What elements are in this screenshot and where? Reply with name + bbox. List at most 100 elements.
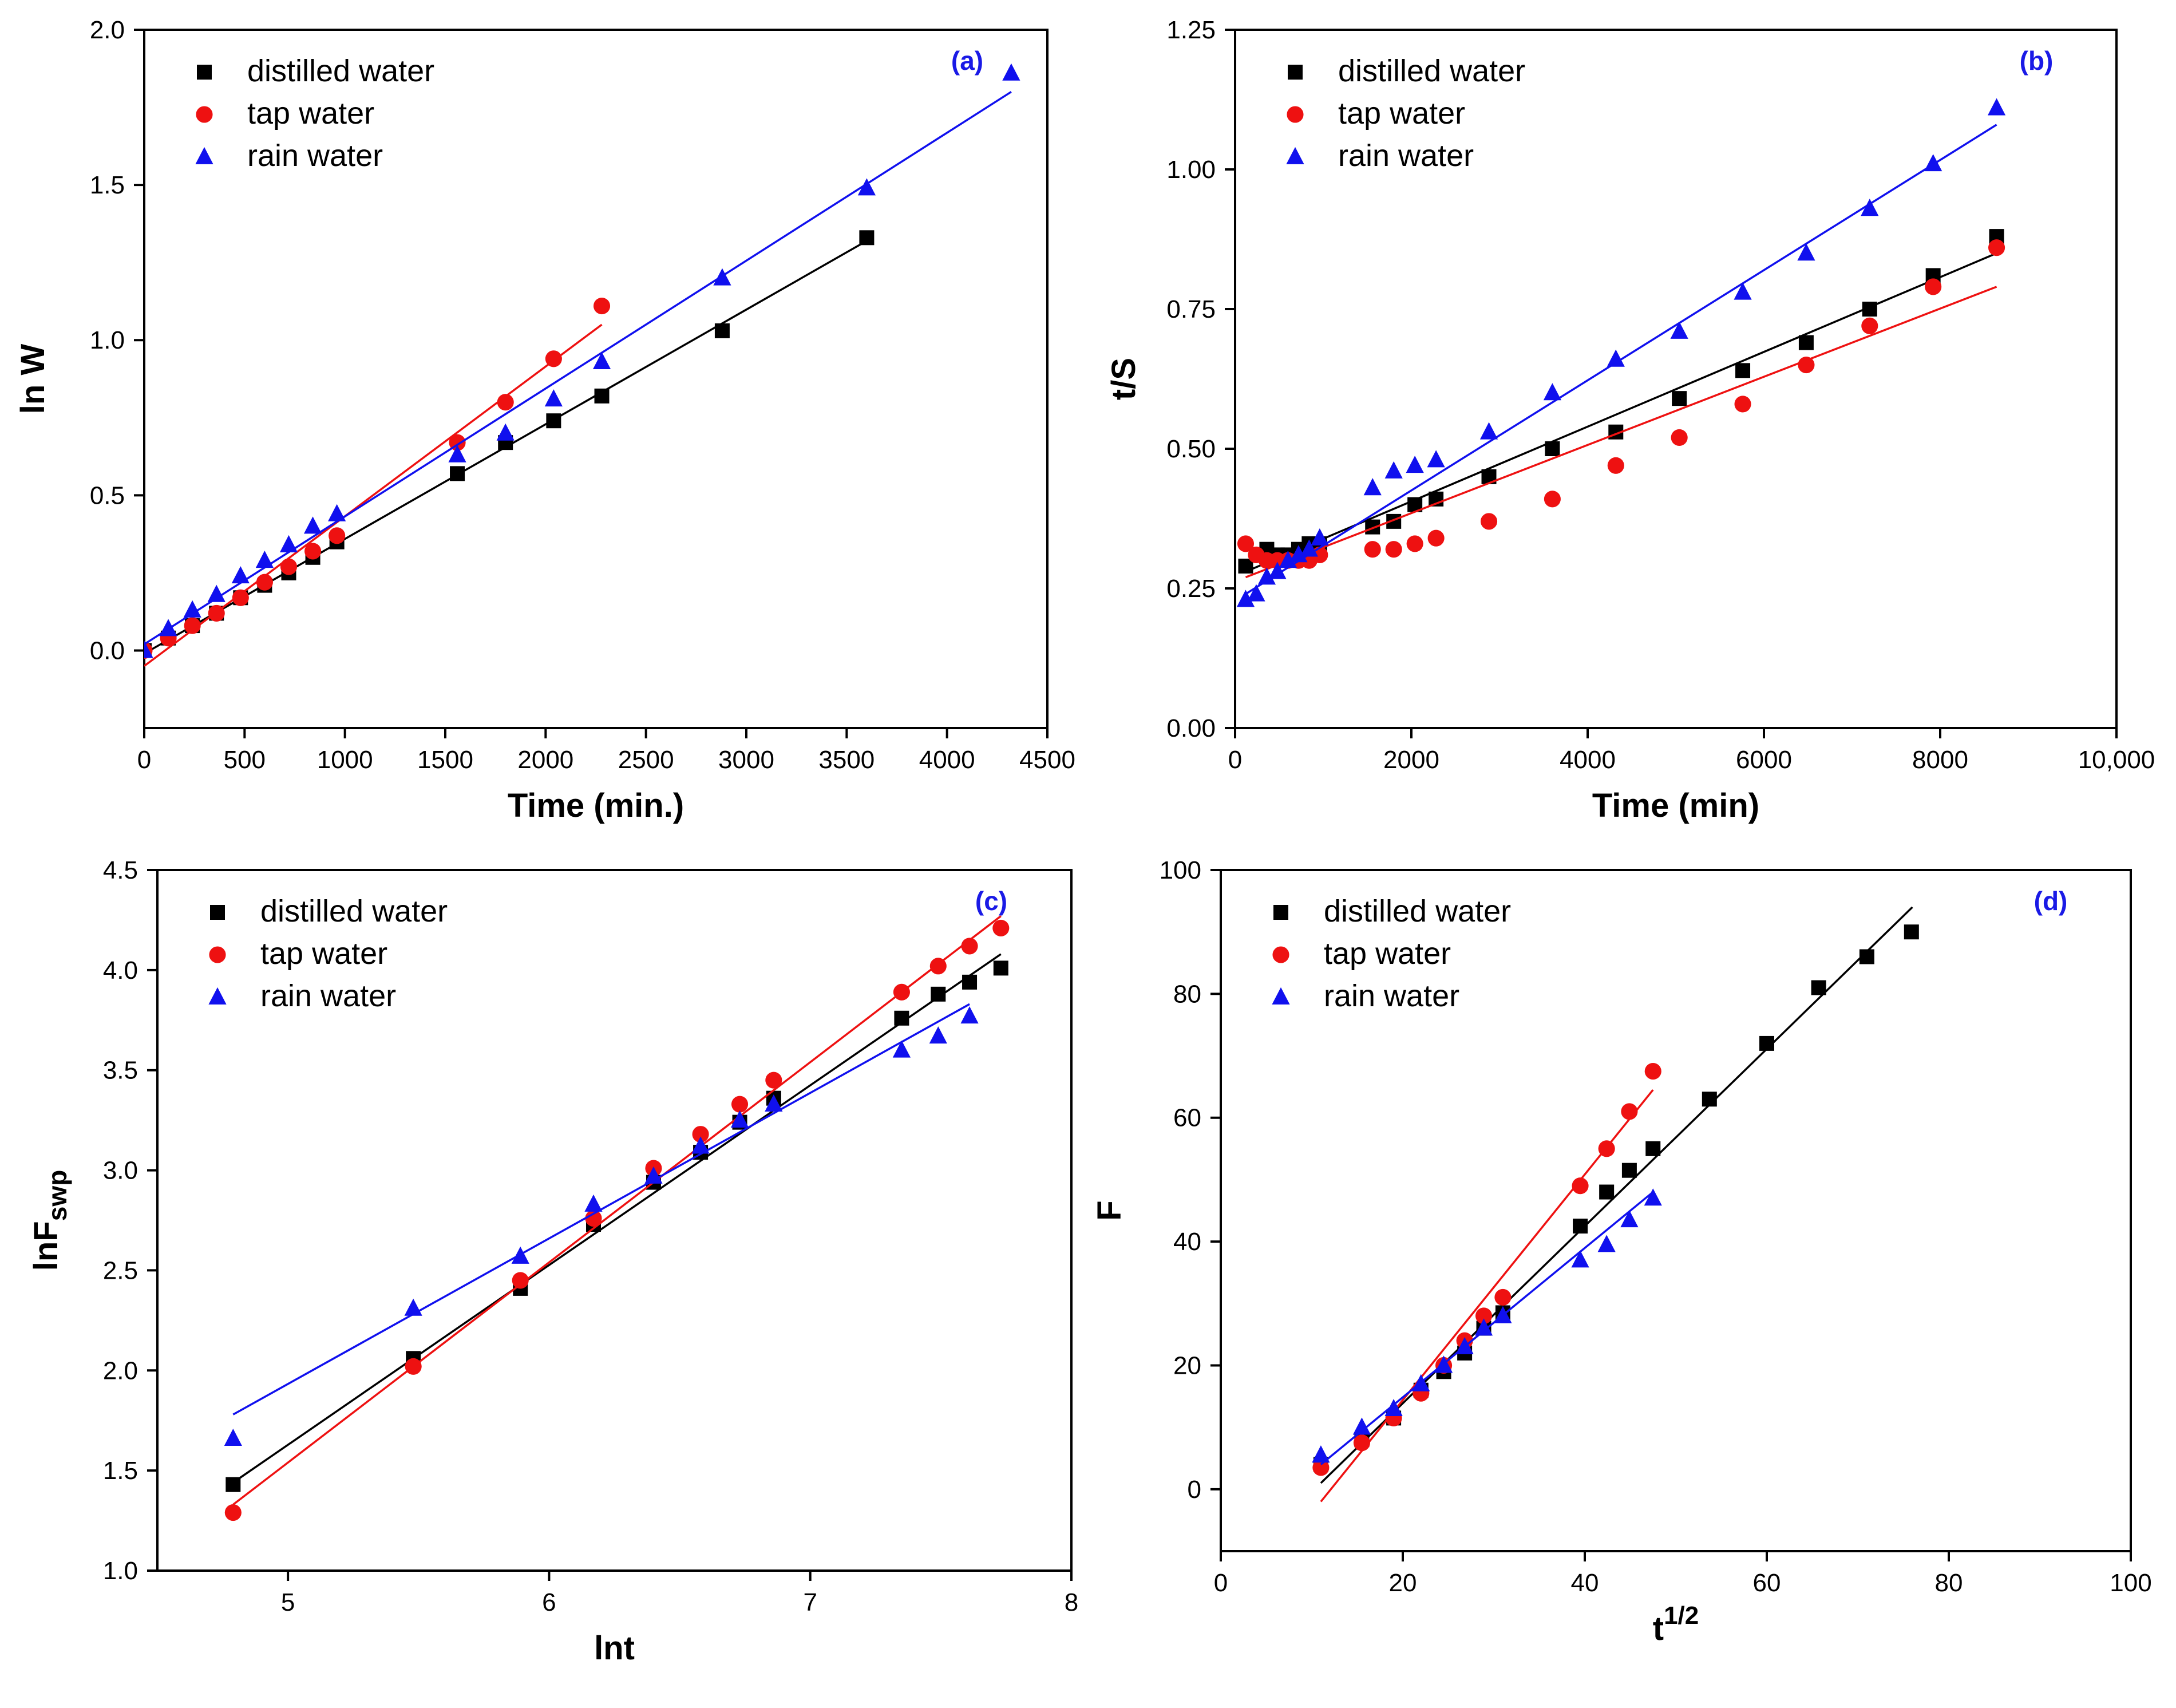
y-tick-label: 0.75 (1166, 295, 1216, 323)
y-tick-label: 2.5 (103, 1256, 138, 1284)
data-point-rain (644, 1166, 663, 1184)
data-point-rain (1924, 154, 1942, 172)
data-point-rain (1236, 590, 1255, 607)
x-tick-label: 8 (1065, 1588, 1078, 1616)
y-tick-label: 1.00 (1166, 156, 1216, 184)
fit-line-rain (144, 90, 1012, 646)
legend-label-distilled: distilled water (1324, 894, 1511, 928)
legend-marker-distilled (197, 65, 212, 80)
x-tick-label: 60 (1753, 1569, 1781, 1597)
series-tap (144, 298, 611, 667)
y-tick-label: 1.0 (90, 326, 125, 354)
data-point-tap (1427, 529, 1445, 547)
data-point-rain (1494, 1306, 1512, 1323)
data-point-rain (1797, 243, 1815, 261)
legend-marker-distilled (210, 905, 225, 920)
y-tick-label: 100 (1160, 856, 1201, 884)
legend-marker-distilled (1273, 905, 1288, 920)
data-point-rain (448, 445, 466, 462)
series-rain (1312, 1188, 1662, 1465)
legend: distilled water tap water rain water (195, 54, 434, 173)
legend-label-tap: tap water (1338, 96, 1465, 131)
y-tick-label: 0.5 (90, 481, 125, 509)
data-point-rain (1670, 321, 1688, 339)
data-point-rain (1543, 383, 1561, 401)
data-point-rain (328, 504, 346, 521)
y-tick-label: 1.25 (1166, 16, 1216, 44)
x-tick-label: 100 (2110, 1569, 2151, 1597)
data-point-rain (730, 1110, 749, 1128)
data-point-rain (1607, 349, 1625, 367)
data-point-rain (1620, 1210, 1639, 1228)
data-point-tap (893, 983, 910, 1001)
panel-tag: (c) (975, 886, 1007, 916)
data-point-rain (1597, 1235, 1616, 1252)
data-point-tap (280, 558, 298, 575)
data-point-tap (1861, 317, 1878, 334)
data-point-tap (497, 394, 514, 411)
y-axis-label: ln W (14, 344, 52, 414)
series-tap (1237, 239, 2005, 579)
data-point-distilled (962, 974, 978, 990)
legend-label-distilled: distilled water (1338, 54, 1525, 88)
data-point-rain (1002, 63, 1020, 81)
data-point-tap (208, 604, 225, 622)
data-point-tap (256, 574, 273, 591)
y-tick-label: 0.0 (90, 636, 125, 665)
series-distilled (1238, 229, 2004, 574)
chart-panel-3: 5 6 7 8 1.0 1.5 2.0 2.5 3.0 3.5 4.0 4.5 lnt lnFswp (c)… (27, 856, 1078, 1667)
data-point-tap (1312, 1459, 1330, 1476)
x-axis-label: t1/2 (1653, 1602, 1699, 1647)
data-point-rain (231, 566, 250, 584)
y-tick-label: 0.25 (1166, 575, 1216, 603)
legend-label-distilled: distilled water (247, 54, 434, 88)
data-point-rain (592, 352, 611, 370)
x-tick-label: 2000 (517, 746, 573, 774)
data-point-rain (1406, 456, 1424, 473)
fit-line-tap (232, 915, 1002, 1505)
data-point-rain (1289, 545, 1308, 563)
x-tick-label: 2000 (1383, 746, 1439, 774)
y-tick-label: 2.0 (103, 1357, 138, 1385)
y-axis-label-main: lnF (27, 1221, 65, 1271)
data-point-tap (1734, 396, 1751, 413)
series-rain (224, 1003, 979, 1446)
data-point-distilled (594, 388, 610, 404)
legend-marker-tap (209, 946, 226, 963)
legend-marker-rain (195, 147, 213, 164)
data-point-tap (1644, 1063, 1661, 1080)
data-point-rain (1363, 478, 1382, 496)
data-point-rain (857, 178, 876, 196)
data-point-tap (992, 919, 1010, 936)
y-tick-label: 0 (1188, 1476, 1201, 1504)
x-tick-label: 4000 (1560, 746, 1616, 774)
legend-label-rain: rain water (1338, 139, 1474, 173)
data-point-rain (207, 584, 225, 602)
data-point-tap (405, 1358, 422, 1375)
data-point-distilled (225, 1477, 241, 1492)
data-point-rain (1268, 562, 1287, 579)
x-tick-label: 40 (1571, 1569, 1599, 1597)
x-axis-label: Time (min.) (508, 787, 684, 824)
data-point-tap (1925, 278, 1942, 295)
panel-tag: (b) (2020, 46, 2054, 76)
data-point-rain (1311, 528, 1329, 546)
data-point-rain (144, 640, 153, 658)
legend-label-tap: tap water (1324, 936, 1451, 971)
data-point-tap (1988, 239, 2005, 256)
x-tick-label: 7 (803, 1588, 817, 1616)
y-tick-label: 0.50 (1166, 435, 1216, 463)
x-tick-label: 3000 (718, 746, 774, 774)
x-tick-label: 80 (1935, 1569, 1963, 1597)
data-point-rain (404, 1298, 422, 1316)
data-point-distilled (546, 413, 561, 429)
panel-tag: (a) (951, 46, 983, 76)
x-tick-label: 2500 (618, 746, 674, 774)
data-point-distilled (1621, 1163, 1637, 1178)
legend-label-rain: rain water (260, 979, 396, 1013)
data-point-tap (224, 1504, 242, 1521)
data-point-rain (1257, 567, 1276, 585)
legend-marker-distilled (1288, 65, 1303, 80)
data-point-rain (1427, 450, 1445, 468)
data-point-distilled (1735, 363, 1751, 378)
